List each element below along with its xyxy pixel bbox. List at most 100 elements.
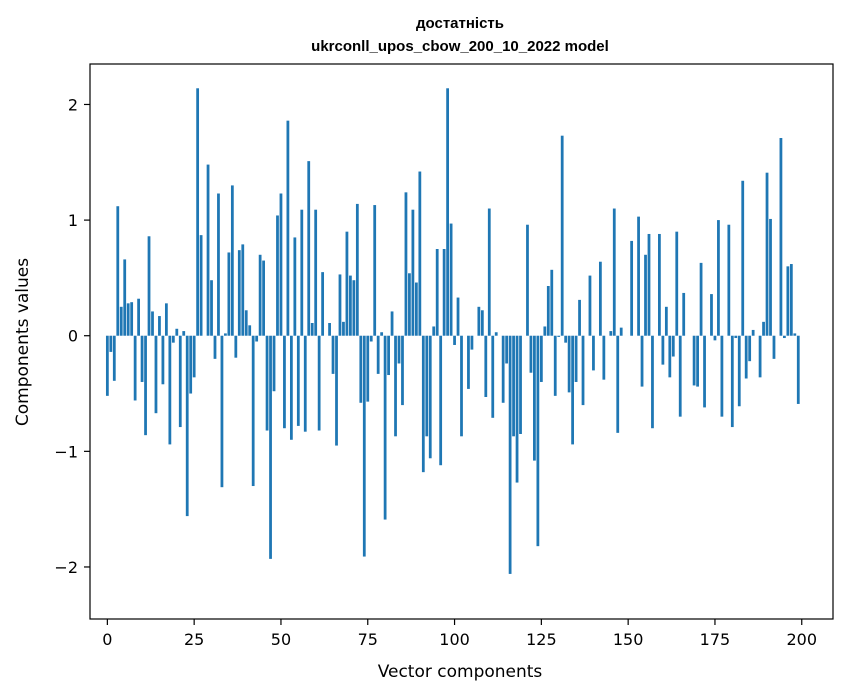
- bar: [234, 335, 238, 358]
- bar: [529, 335, 533, 373]
- bar: [783, 335, 786, 339]
- bar: [272, 335, 276, 392]
- bar: [199, 235, 203, 336]
- x-axis-ticks: 0 25 50 75 100 125 150 175 200: [102, 619, 817, 649]
- bar: [501, 335, 505, 403]
- x-tick-label: 175: [700, 630, 731, 649]
- bar: [147, 236, 151, 336]
- bar: [758, 335, 762, 378]
- bar: [619, 327, 623, 336]
- bar: [592, 335, 595, 371]
- bar: [727, 224, 731, 336]
- bar: [126, 303, 130, 336]
- bar: [283, 335, 286, 429]
- bar: [744, 335, 748, 379]
- bar: [286, 120, 290, 336]
- bar: [536, 335, 540, 547]
- bar: [442, 249, 446, 336]
- bar: [796, 335, 800, 404]
- bar: [265, 335, 269, 431]
- bar: [487, 208, 491, 336]
- bar: [366, 335, 370, 402]
- bar: [793, 333, 797, 336]
- bar: [359, 335, 363, 403]
- bar: [505, 335, 509, 364]
- bar: [352, 280, 356, 336]
- bar: [470, 335, 474, 350]
- bar: [178, 335, 182, 428]
- bar: [539, 335, 543, 382]
- plot-frame: [89, 63, 834, 620]
- bar: [269, 335, 272, 559]
- x-tick-label: 125: [526, 630, 557, 649]
- bar: [651, 335, 654, 429]
- bar: [317, 335, 321, 431]
- bar: [588, 275, 592, 336]
- bar: [456, 297, 460, 336]
- bar: [293, 237, 297, 336]
- y-tick-label: −2: [54, 558, 78, 577]
- y-tick-label: 0: [68, 327, 78, 346]
- bar: [480, 310, 484, 336]
- bar: [349, 275, 352, 336]
- bar: [710, 294, 713, 336]
- bar: [418, 171, 422, 336]
- bar: [401, 335, 404, 406]
- bar: [630, 240, 634, 336]
- bar: [289, 335, 293, 440]
- bar: [123, 259, 127, 336]
- bar: [369, 335, 373, 342]
- bar: [335, 335, 338, 446]
- bar: [171, 335, 175, 343]
- bar: [432, 326, 436, 336]
- y-tick-label: 2: [68, 95, 78, 114]
- x-tick-label: 0: [102, 630, 112, 649]
- bar: [789, 264, 793, 336]
- bar: [387, 335, 390, 376]
- bar: [772, 335, 776, 359]
- bar: [734, 335, 738, 339]
- bar: [435, 249, 439, 336]
- bar: [602, 335, 606, 380]
- bar: [345, 231, 349, 336]
- bar: [609, 331, 613, 336]
- bar: [411, 209, 415, 336]
- bar: [560, 135, 564, 336]
- bar: [262, 260, 265, 336]
- bar: [567, 335, 571, 393]
- bar: [328, 323, 331, 336]
- bar: [741, 180, 745, 336]
- bar: [189, 335, 193, 394]
- bar: [508, 335, 512, 574]
- bar: [206, 164, 210, 336]
- bar: [550, 269, 554, 336]
- bar: [616, 335, 620, 433]
- bar: [428, 335, 432, 459]
- bar: [477, 306, 481, 336]
- bar: [661, 335, 665, 365]
- bar: [543, 326, 547, 336]
- bar: [449, 223, 453, 336]
- bar: [224, 333, 227, 336]
- y-axis-ticks: −2 −1 0 1 2: [54, 95, 90, 577]
- bar: [314, 209, 318, 336]
- x-tick-label: 200: [786, 630, 817, 649]
- bar: [598, 261, 602, 336]
- chart-title-line1: достатність: [416, 15, 504, 32]
- bar: [446, 88, 449, 336]
- bar: [467, 335, 470, 389]
- bar: [394, 335, 397, 437]
- bar: [342, 321, 345, 336]
- bar: [713, 335, 717, 341]
- bar: [751, 329, 755, 336]
- bar: [331, 335, 335, 374]
- bar: [355, 203, 359, 336]
- bar: [439, 335, 443, 466]
- x-axis-label: Vector components: [378, 662, 543, 682]
- bar: [362, 335, 366, 557]
- bar: [553, 335, 557, 396]
- bar: [227, 252, 231, 336]
- bar: [321, 272, 325, 336]
- bar: [581, 335, 585, 406]
